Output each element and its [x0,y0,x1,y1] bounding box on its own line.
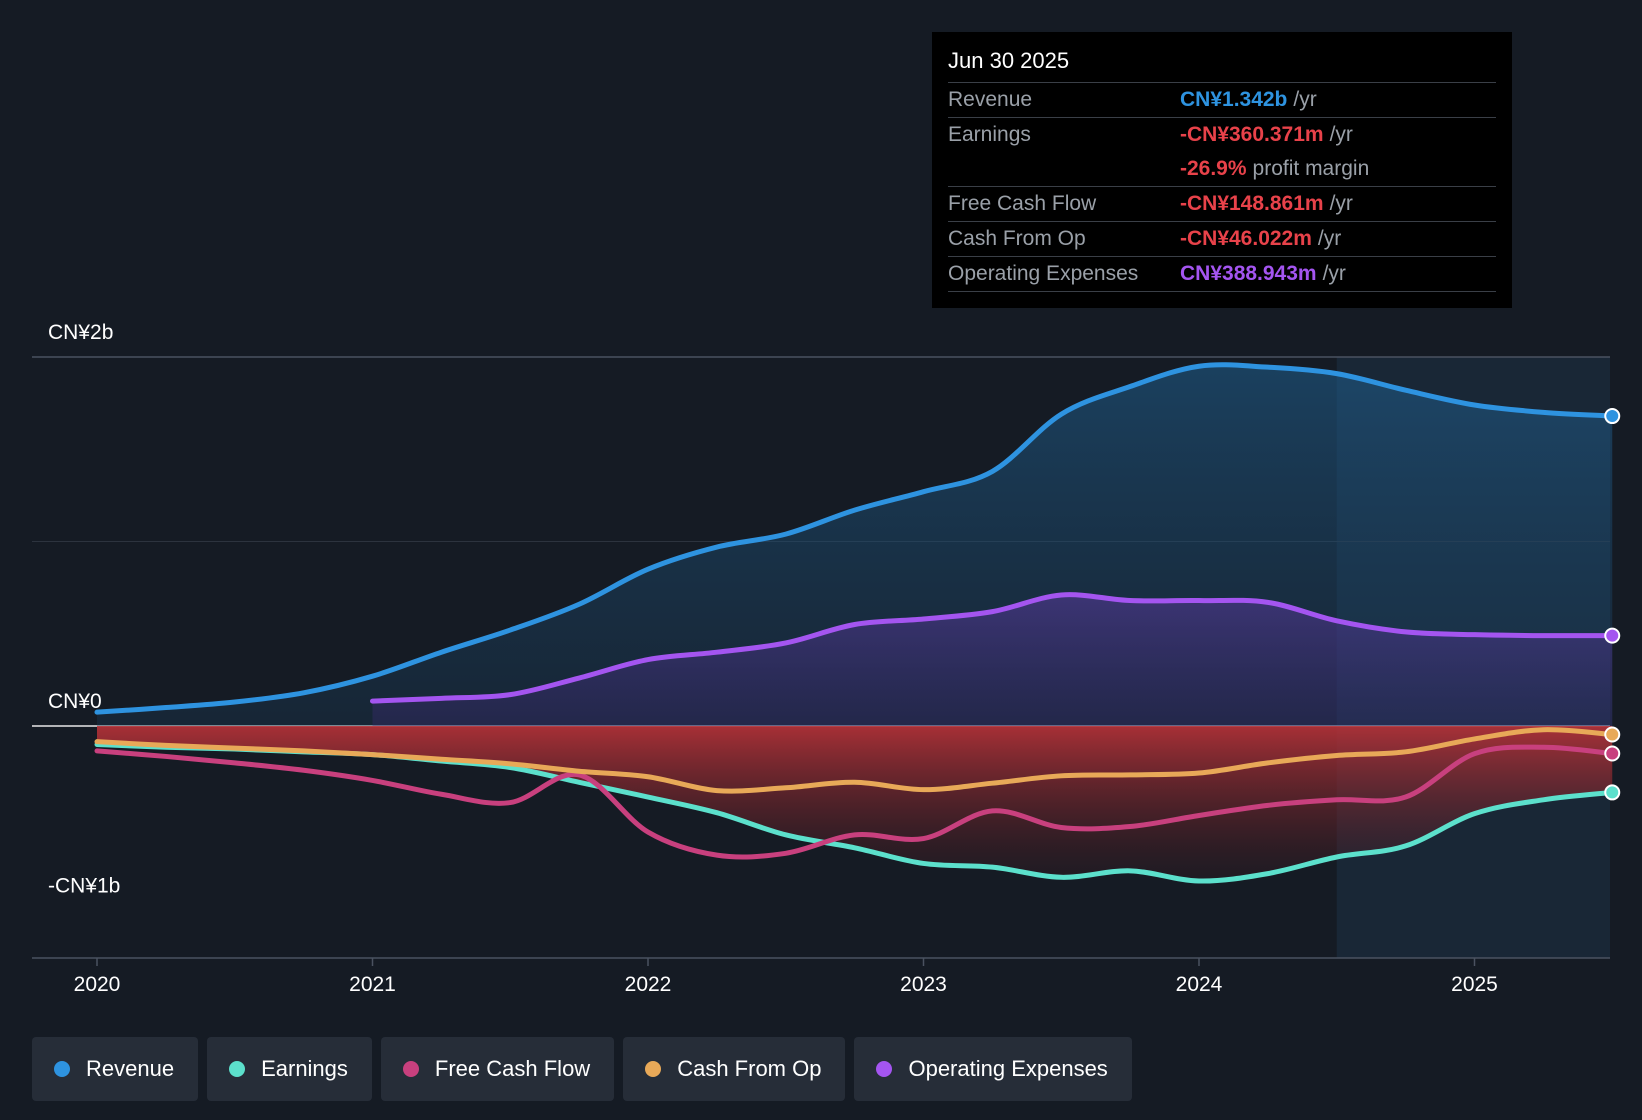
legend: Revenue Earnings Free Cash Flow Cash Fro… [32,1037,1132,1101]
tooltip-panel: Jun 30 2025 Revenue CN¥1.342b /yr Earnin… [932,32,1512,308]
x-tick-label: 2025 [1451,973,1498,996]
revenue-end-point [1604,408,1621,425]
x-tick-label: 2023 [900,973,947,996]
free-cash-flow-end-point [1604,745,1621,762]
tooltip-unit: /yr [1329,192,1353,215]
operating-expenses-area [372,594,1613,726]
tooltip-row-cash-from-op: Cash From Op -CN¥46.022m /yr [948,222,1496,257]
tooltip-unit: /yr [1322,262,1346,285]
legend-item-operating-expenses[interactable]: Operating Expenses [854,1037,1132,1101]
legend-item-free-cash-flow[interactable]: Free Cash Flow [380,1037,615,1101]
earnings-end-point [1604,784,1621,801]
tooltip-row-operating-expenses: Operating Expenses CN¥388.943m /yr [948,257,1496,292]
tooltip-label: Earnings [948,123,1031,146]
legend-item-revenue[interactable]: Revenue [32,1037,199,1101]
tooltip-date: Jun 30 2025 [948,46,1496,83]
operating-expenses-dot-icon [876,1061,893,1077]
cash-from-op-dot-icon [645,1061,662,1077]
tooltip-value: -CN¥148.861m [1180,192,1324,215]
x-tick-label: 2024 [1176,973,1223,996]
y-tick-label: CN¥0 [48,690,102,713]
legend-label: Cash From Op [677,1056,822,1081]
legend-label: Earnings [261,1056,348,1081]
y-tick-label: -CN¥1b [48,875,120,898]
tooltip-value: -CN¥46.022m [1180,227,1312,250]
tooltip-row-profit-margin: -26.9% profit margin [948,152,1496,187]
tooltip-value: -CN¥360.371m [1180,123,1324,146]
revenue-dot-icon [54,1061,70,1077]
x-tick-label: 2021 [349,973,396,996]
legend-label: Free Cash Flow [434,1056,591,1081]
tooltip-label: Free Cash Flow [948,192,1097,215]
tooltip-label: Revenue [948,88,1033,111]
y-tick-label: CN¥2b [48,321,113,344]
tooltip-row-free-cash-flow: Free Cash Flow -CN¥148.861m /yr [948,187,1496,222]
earnings-dot-icon [229,1061,246,1077]
x-tick-label: 2020 [74,973,121,996]
legend-label: Revenue [86,1056,175,1081]
cash-from-op-end-point [1604,726,1621,743]
tooltip-label: Cash From Op [948,227,1086,250]
tooltip-value: -26.9% [1180,157,1247,180]
tooltip-unit: /yr [1329,123,1353,146]
tooltip-row-earnings: Earnings -CN¥360.371m /yr [948,118,1496,152]
tooltip-label [948,152,1180,186]
cash-from-op-line [94,727,1615,794]
x-tick-label: 2022 [625,973,672,996]
legend-label: Operating Expenses [908,1056,1108,1081]
free-cash-flow-line [94,744,1615,860]
tooltip-value: CN¥1.342b [1180,88,1288,111]
tooltip-unit: /yr [1317,227,1342,250]
tooltip-unit: /yr [1293,88,1317,111]
revenue-line [94,362,1615,715]
earnings-area [97,726,1613,882]
operating-expenses-end-point [1604,627,1621,644]
tooltip-row-revenue: Revenue CN¥1.342b /yr [948,83,1496,118]
legend-item-cash-from-op[interactable]: Cash From Op [623,1037,846,1101]
tooltip-value: CN¥388.943m [1180,262,1317,285]
operating-expenses-line [370,592,1615,704]
free-cash-flow-dot-icon [402,1061,419,1077]
legend-item-earnings[interactable]: Earnings [207,1037,372,1101]
tooltip-unit: profit margin [1252,157,1370,180]
tooltip-label: Operating Expenses [948,262,1139,285]
